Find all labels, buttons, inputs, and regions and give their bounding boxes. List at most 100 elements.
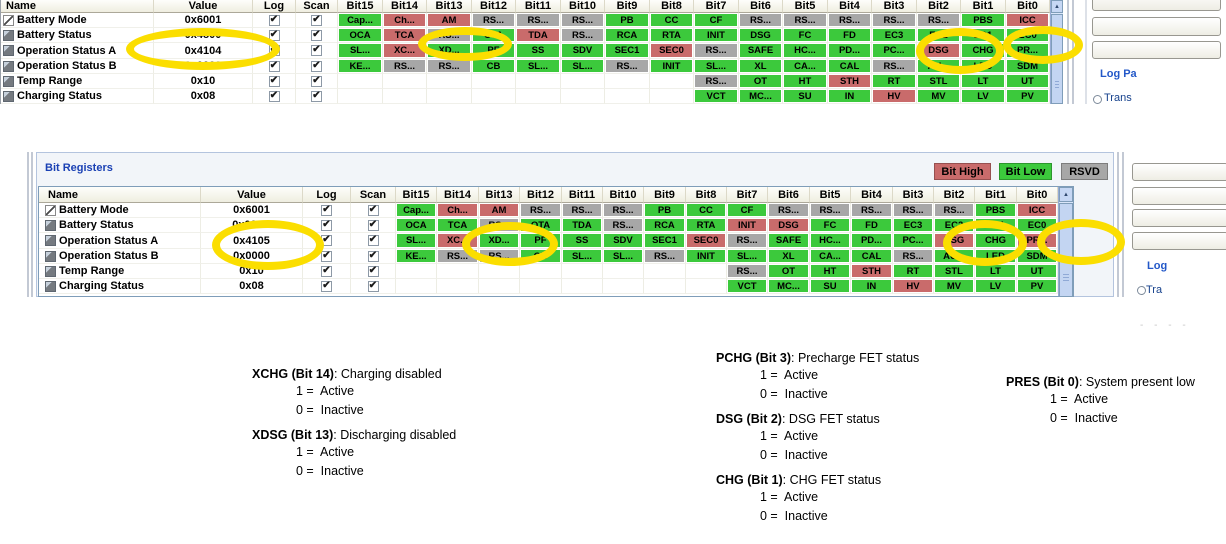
register-row-name[interactable]: Battery Mode (39, 203, 201, 218)
scan-checkbox[interactable]: ✔ (311, 45, 322, 56)
bit-flag-sth: STH (829, 75, 870, 87)
bit-flag-rs: RS... (873, 14, 915, 26)
log-checkbox[interactable]: ✔ (321, 219, 332, 231)
scan-checkbox[interactable]: ✔ (367, 250, 379, 262)
checkmark-icon: ✔ (322, 234, 331, 245)
side-button-bottom-3[interactable] (1132, 209, 1226, 227)
register-row-name[interactable]: Temp Range (1, 74, 154, 89)
log-checkbox[interactable]: ✔ (321, 280, 332, 292)
splitter-handle[interactable] (31, 152, 33, 297)
log-checkbox[interactable]: ✔ (321, 250, 332, 262)
scan-checkbox[interactable]: ✔ (367, 279, 379, 292)
bit-cell-bit8: SEC0 (686, 233, 727, 249)
bit-cell-bit5: HT (783, 74, 828, 89)
column-header-bit7: Bit7 (694, 0, 739, 13)
scrollbar-up-arrow[interactable]: ▲ (1059, 187, 1073, 202)
register-row-name[interactable]: Battery Status (39, 218, 201, 233)
bit-flag-sl: SL... (397, 234, 435, 247)
bit-cell-bit5: CA... (810, 249, 851, 264)
legend-bit-high: Bit High (934, 163, 991, 180)
register-value[interactable]: 0x08 (154, 89, 253, 104)
checkmark-icon: ✔ (368, 279, 378, 291)
bit-cell-bit12 (520, 264, 562, 279)
scan-checkbox[interactable]: ✔ (311, 13, 322, 26)
bit-flag-sth: STH (852, 265, 891, 277)
bit-cell-bit3: RS... (872, 59, 917, 74)
bit-flag-mv: MV (918, 90, 959, 102)
scan-checkbox[interactable]: ✔ (367, 219, 379, 231)
bit-cell-bit10: RS... (603, 203, 644, 218)
scan-checkbox[interactable]: ✔ (311, 29, 322, 41)
bit-cell-bit12 (520, 279, 562, 294)
bit-cell-bit6: RS... (739, 13, 783, 28)
register-row-name[interactable]: Operation Status B (39, 249, 201, 264)
column-header-bit13: Bit13 (479, 187, 520, 203)
register-value[interactable]: 0x6001 (154, 13, 253, 28)
bit-cell-bit0: UT (1017, 264, 1058, 279)
register-value[interactable]: 0x08 (201, 279, 303, 294)
splitter-handle[interactable] (27, 152, 29, 297)
register-value[interactable]: 0x10 (154, 74, 253, 89)
bit-cell-bit10: SDV (603, 233, 644, 249)
register-name-label: Temp Range (59, 265, 125, 277)
bit-cell-bit7: INIT (694, 28, 739, 43)
register-row-name[interactable]: Operation Status A (39, 233, 201, 249)
scan-checkbox[interactable]: ✔ (367, 204, 379, 216)
bit-flag-rs: RS... (604, 219, 642, 231)
side-button-bottom-1[interactable] (1132, 163, 1226, 181)
column-header-bit11: Bit11 (516, 0, 561, 13)
highlight-ellipse (212, 220, 324, 270)
bit-cell-bit7: VCT (727, 279, 768, 294)
log-checkbox[interactable]: ✔ (321, 265, 332, 277)
register-name-label: Charging Status (17, 90, 102, 102)
radio-button-top[interactable] (1093, 95, 1102, 104)
column-header-value: Value (154, 0, 253, 13)
side-button-bottom-2[interactable] (1132, 187, 1226, 205)
scan-checkbox[interactable]: ✔ (311, 75, 322, 87)
bit-cell-bit0: PV (1017, 279, 1058, 294)
log-checkbox[interactable]: ✔ (268, 60, 280, 72)
register-row-name[interactable]: Battery Mode (1, 13, 154, 28)
bit-flag-rs: RS... (606, 60, 648, 72)
scan-checkbox[interactable]: ✔ (367, 265, 379, 277)
scrollbar-up-arrow[interactable]: ▲ (1051, 0, 1063, 13)
side-button-top-2[interactable] (1092, 17, 1221, 36)
group-label-top: Log Pa (1100, 68, 1137, 80)
register-row-name[interactable]: Temp Range (39, 264, 201, 279)
legend-rsvd: RSVD (1061, 163, 1108, 180)
side-button-top-1[interactable] (1092, 0, 1221, 11)
log-checkbox[interactable]: ✔ (268, 75, 280, 87)
log-checkbox[interactable]: ✔ (268, 14, 280, 26)
register-row-name[interactable]: Operation Status B (1, 59, 154, 74)
readonly-icon (45, 265, 56, 277)
side-button-top-3[interactable] (1092, 41, 1221, 59)
log-checkbox[interactable]: ✔ (321, 204, 332, 216)
bit-cell-bit7: RS... (727, 233, 768, 249)
bit-flag-rs: RS... (769, 204, 808, 216)
checkmark-icon: ✔ (312, 13, 321, 25)
splitter-handle[interactable] (1117, 152, 1119, 297)
side-button-bottom-4[interactable] (1132, 232, 1226, 250)
scan-cell: ✔ (296, 28, 338, 43)
log-checkbox[interactable]: ✔ (268, 90, 280, 102)
scan-checkbox[interactable]: ✔ (367, 235, 379, 246)
highlight-ellipse (916, 28, 1004, 74)
register-row-name[interactable]: Charging Status (39, 279, 201, 294)
register-value[interactable]: 0x6001 (201, 203, 303, 218)
register-row-name[interactable]: Charging Status (1, 89, 154, 104)
bit-flag-ca: CA... (784, 60, 826, 72)
bit-flag-pv: PV (1018, 280, 1056, 292)
bit-flag-ec3: EC3 (894, 219, 932, 231)
bit-flag-rt: RT (894, 265, 932, 277)
bit-cell-bit7: INIT (727, 218, 768, 233)
bit-flag-rs: RS... (645, 250, 684, 262)
splitter-handle[interactable] (1122, 152, 1124, 297)
bit-cell-bit6: RS... (768, 203, 810, 218)
scan-cell: ✔ (351, 218, 396, 233)
radio-button-bottom[interactable] (1137, 286, 1146, 295)
scan-checkbox[interactable]: ✔ (311, 90, 322, 102)
bit-flag-xc: XC... (384, 44, 425, 57)
scan-checkbox[interactable]: ✔ (311, 60, 322, 72)
bit-description-term: XCHG (Bit 14): Charging disabled (252, 367, 442, 381)
bit-cell-bit3: RS... (893, 249, 934, 264)
